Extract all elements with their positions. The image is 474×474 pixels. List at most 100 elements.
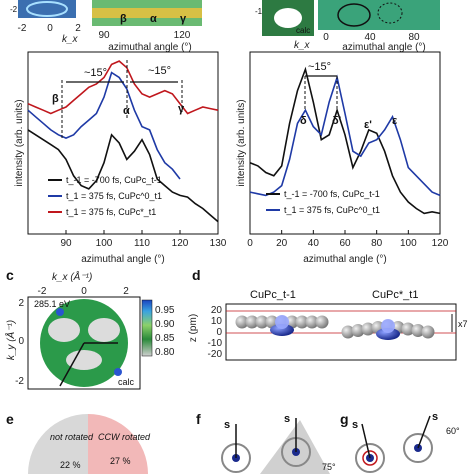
e-pie-right <box>88 414 148 474</box>
inset-a-xlabel: k_x <box>62 34 79 45</box>
f-shade <box>260 420 330 474</box>
c-map-hot-1 <box>56 308 64 316</box>
a-inset-alpha: α <box>150 13 157 25</box>
c-cbar-3: 0.80 <box>155 347 175 358</box>
c-ylabel: k_y (Å⁻¹) <box>4 320 17 360</box>
b-xtick-2: 40 <box>308 238 320 249</box>
d-left-atom-6 <box>295 315 309 329</box>
panel-c-letter: c <box>6 267 14 283</box>
inset-b-x2label: azimuthal angle (°) <box>342 42 425 53</box>
legend-a: t_-1 = -700 fs, CuPc_t-1 t_1 = 375 fs, C… <box>48 175 162 217</box>
inset-b-ring <box>337 3 371 27</box>
g-arrow-1 <box>361 423 371 459</box>
c-map-lobe-3 <box>66 350 102 370</box>
inset-b-blob <box>274 8 302 28</box>
b-ann-delta-p: δ' <box>332 115 342 127</box>
c-xtick-1: 0 <box>81 286 87 297</box>
panel-f: f s s 75° <box>196 411 336 474</box>
a-ann-gamma: γ <box>178 103 185 115</box>
a-inset-beta: β <box>120 13 127 25</box>
d-scale: x7 <box>458 319 468 329</box>
d-molecule-left <box>235 315 329 336</box>
b-ann-eps: ε <box>392 115 398 127</box>
d-ytick-4: -20 <box>208 349 223 360</box>
c-map-cut-2 <box>59 342 85 387</box>
inset-b-map-right <box>318 0 440 30</box>
a-ann-alpha: α <box>123 105 130 117</box>
panel-b: calc -1 k_x 0 40 80 azimuthal angle (°) … <box>236 0 449 265</box>
f-s-1: s <box>224 419 230 431</box>
inset-a-ytick: -2 <box>10 5 18 14</box>
d-label-right: CuPc*_t1 <box>372 289 418 301</box>
d-left-cu-atom <box>275 315 289 329</box>
d-left-atom-2 <box>255 315 269 329</box>
d-right-cu-lobe <box>376 328 400 340</box>
legend-a-0: t_-1 = -700 fs, CuPc_t-1 <box>66 175 162 185</box>
c-map-lobe-2 <box>88 318 120 342</box>
g-s-2: s <box>432 411 438 423</box>
c-xtick-0: -2 <box>38 286 47 297</box>
c-xlabel: k_x (Å⁻¹) <box>52 270 92 283</box>
panel-g-letter: g <box>340 411 349 427</box>
inset-b-ring-2 <box>377 2 403 24</box>
d-label-left: CuPc_t-1 <box>250 289 296 301</box>
c-xtick-2: 2 <box>123 286 129 297</box>
g-ring-red <box>362 450 378 466</box>
inset-b-xtick-0: 0 <box>323 32 329 43</box>
b-xlabel: azimuthal angle (°) <box>303 254 386 265</box>
c-cbar-1: 0.90 <box>155 319 175 330</box>
panel-d-letter: d <box>192 267 201 283</box>
e-not-rotated: not rotated <box>50 432 94 442</box>
a-inset-gamma: γ <box>180 13 187 25</box>
inset-b-ytick: -1 <box>255 7 263 16</box>
d-left-atom-1 <box>245 315 259 329</box>
legend-a-2: t_1 = 375 fs, CuPc*_t1 <box>66 207 156 217</box>
g-angle: 60° <box>446 426 460 436</box>
d-left-cu-lobe <box>270 324 294 336</box>
b-xtick-5: 100 <box>400 238 417 249</box>
a-xtick-3: 120 <box>172 238 189 249</box>
legend-a-1: t_1 = 375 fs, CuPc^0_t1 <box>66 191 162 201</box>
d-right-atom-1 <box>351 324 365 337</box>
inset-a-xtick-1: 0 <box>47 23 53 34</box>
e-pct-right: 27 % <box>110 456 131 466</box>
d-frame <box>225 303 457 361</box>
a-series-1 <box>27 71 181 180</box>
inset-a-ring <box>26 1 68 17</box>
plot-a-data: 90 100 110 120 130 intensity (arb. units) <box>14 60 227 249</box>
inset-a-xtick-0: -2 <box>18 23 27 34</box>
d-right-cu-atom <box>381 319 395 333</box>
inset-a-x2label: azimuthal angle (°) <box>108 42 191 53</box>
a-ylabel: intensity (arb. units) <box>14 99 25 186</box>
b-ann-15: ~15° <box>308 61 331 73</box>
b-ann-eps-p: ε' <box>364 119 372 131</box>
c-colorbar <box>141 299 153 357</box>
c-ytick-1: 0 <box>18 336 24 347</box>
a-ann-15-1: ~15° <box>84 67 107 79</box>
a-xtick-0: 90 <box>60 238 72 249</box>
d-right-atom-8 <box>421 325 435 339</box>
inset-b-xtick-1: 40 <box>364 32 376 43</box>
c-calc: calc <box>118 377 135 387</box>
d-ytick-2: 0 <box>216 327 222 338</box>
c-ytick-0: 2 <box>18 298 24 309</box>
a-xtick-4: 130 <box>210 238 227 249</box>
a-series-2 <box>27 60 219 115</box>
panel-g: g s s 60° <box>340 411 460 473</box>
a-series-0 <box>27 129 219 223</box>
b-xtick-3: 60 <box>339 238 351 249</box>
legend-b: t_-1 = -700 fs, CuPc_t-1 t_1 = 375 fs, C… <box>266 189 380 215</box>
g-s-1: s <box>352 419 358 431</box>
plot-b-data: 0 20 40 60 80 100 120 intensity (arb. units) <box>236 66 449 249</box>
g-molecule-1 <box>355 443 385 473</box>
plot-a-frame <box>27 51 219 235</box>
e-pct-left: 22 % <box>60 460 81 470</box>
b-xtick-1: 20 <box>276 238 288 249</box>
panel-e-letter: e <box>6 411 14 427</box>
d-molecule-right <box>341 319 435 340</box>
c-map-lobe-1 <box>48 318 80 342</box>
inset-a-band <box>92 8 202 18</box>
legend-b-1: t_1 = 375 fs, CuPc^0_t1 <box>284 205 380 215</box>
c-map-hot-2 <box>114 368 122 376</box>
